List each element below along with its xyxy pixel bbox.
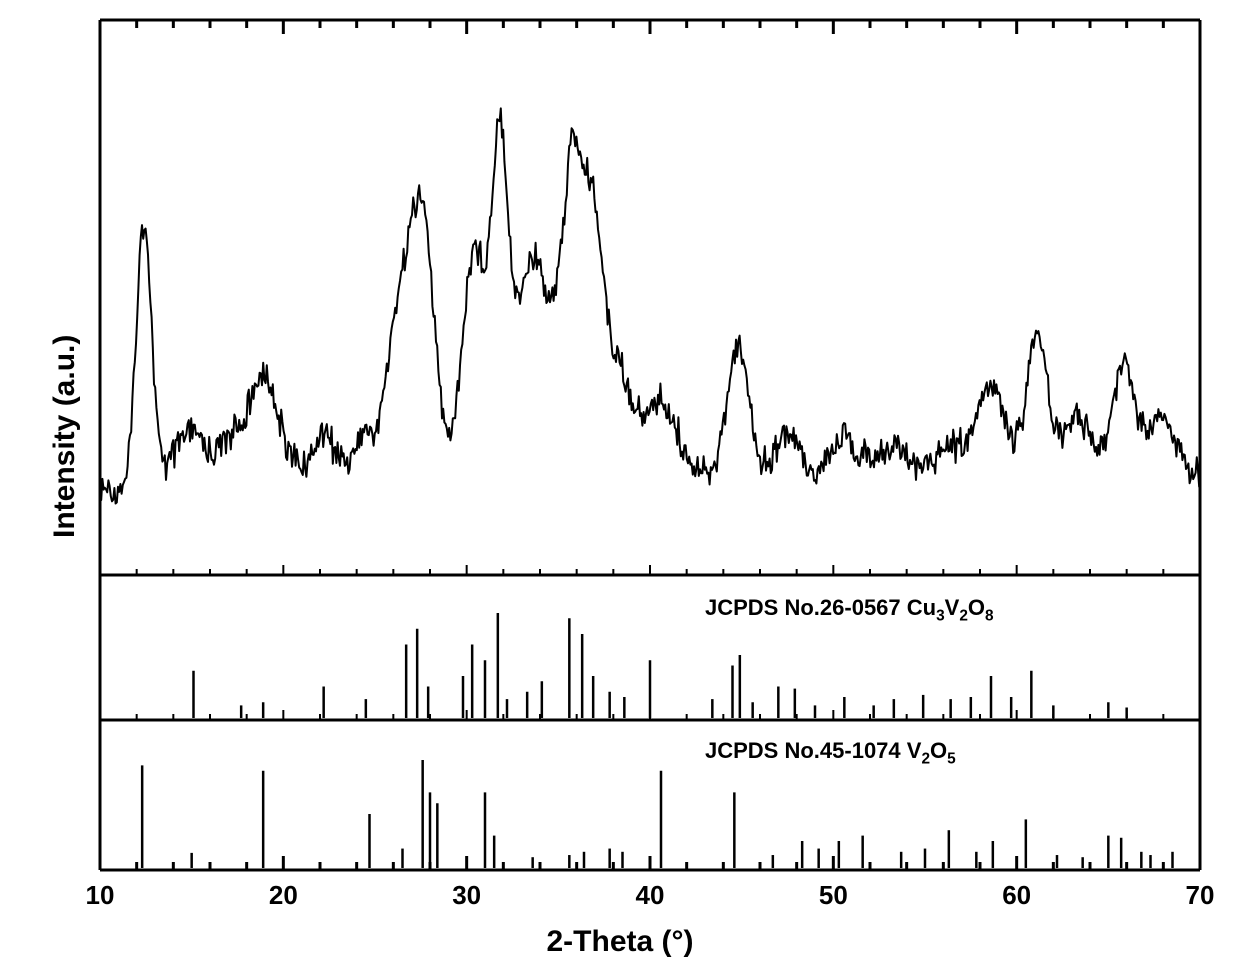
y-axis-label: Intensity (a.u.) <box>48 335 82 538</box>
x-tick-label: 50 <box>819 880 848 911</box>
reference-label-v2o5: JCPDS No.45-1074 V2O5 <box>705 738 956 768</box>
x-tick-label: 60 <box>1002 880 1031 911</box>
x-tick-label: 70 <box>1186 880 1215 911</box>
x-tick-label: 20 <box>269 880 298 911</box>
x-axis-label: 2-Theta (°) <box>547 925 694 959</box>
xrd-chart: Intensity (a.u.) 2-Theta (°) JCPDS No.26… <box>0 0 1240 971</box>
chart-svg <box>0 0 1240 971</box>
x-tick-label: 40 <box>636 880 665 911</box>
x-tick-label: 10 <box>86 880 115 911</box>
reference-label-cu3v2o8: JCPDS No.26-0567 Cu3V2O8 <box>705 595 994 625</box>
x-tick-label: 30 <box>452 880 481 911</box>
xrd-spectrum-trace <box>100 108 1199 503</box>
